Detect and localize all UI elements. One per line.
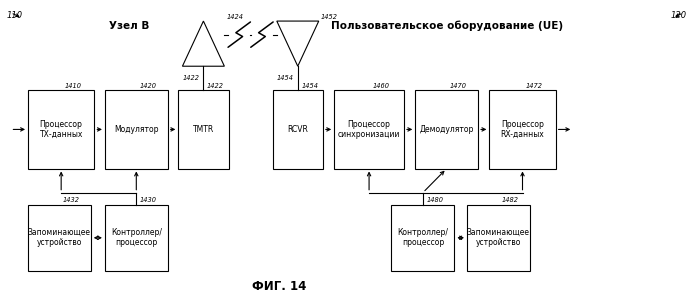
Text: 1420: 1420 xyxy=(140,83,157,89)
Text: 110: 110 xyxy=(7,11,23,20)
Text: 1430: 1430 xyxy=(140,197,157,203)
Text: RCVR: RCVR xyxy=(287,125,308,134)
Text: 1424: 1424 xyxy=(226,14,243,20)
Text: Процессор
синхронизации: Процессор синхронизации xyxy=(338,120,401,139)
Text: 1480: 1480 xyxy=(426,197,443,203)
Text: 1422: 1422 xyxy=(207,83,224,89)
Text: TMTR: TMTR xyxy=(193,125,214,134)
Text: 1454: 1454 xyxy=(301,83,318,89)
Bar xyxy=(467,205,530,271)
Text: Процессор
RX-данных: Процессор RX-данных xyxy=(500,120,545,139)
Bar xyxy=(28,205,91,271)
Text: 1432: 1432 xyxy=(63,197,80,203)
Text: ФИГ. 14: ФИГ. 14 xyxy=(252,281,307,293)
Text: Запоминающее
устройство: Запоминающее устройство xyxy=(28,228,91,247)
Text: Демодулятор: Демодулятор xyxy=(419,125,474,134)
Bar xyxy=(28,90,94,169)
Bar xyxy=(178,90,229,169)
Text: 1422: 1422 xyxy=(182,75,199,81)
Text: 1460: 1460 xyxy=(373,83,389,89)
Bar xyxy=(334,90,404,169)
Text: Процессор
ТХ-данных: Процессор ТХ-данных xyxy=(39,120,83,139)
Bar xyxy=(391,205,454,271)
Text: 1472: 1472 xyxy=(526,83,543,89)
Text: Контроллер/
процессор: Контроллер/ процессор xyxy=(111,228,161,247)
Text: 1482: 1482 xyxy=(502,197,519,203)
Text: 120: 120 xyxy=(670,11,686,20)
Text: Пользовательское оборудование (UE): Пользовательское оборудование (UE) xyxy=(331,20,563,31)
Text: Контроллер/
процессор: Контроллер/ процессор xyxy=(398,228,448,247)
Text: 1452: 1452 xyxy=(321,14,338,20)
Text: 1410: 1410 xyxy=(64,83,82,89)
Text: Модулятор: Модулятор xyxy=(114,125,159,134)
Bar xyxy=(415,90,478,169)
Text: 1454: 1454 xyxy=(277,75,294,81)
Bar xyxy=(489,90,556,169)
Bar xyxy=(273,90,323,169)
Text: Узел В: Узел В xyxy=(109,20,150,31)
Text: Запоминающее
устройство: Запоминающее устройство xyxy=(467,228,530,247)
Bar xyxy=(105,90,168,169)
Bar xyxy=(105,205,168,271)
Text: 1470: 1470 xyxy=(450,83,467,89)
